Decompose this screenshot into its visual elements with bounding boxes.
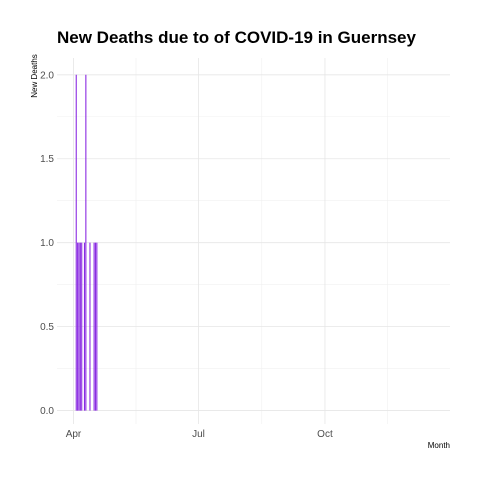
grid	[57, 58, 450, 424]
y-tick-label: 0.5	[40, 322, 54, 333]
y-tick-label: 2.0	[40, 70, 54, 81]
x-ticks: Apr Jul Oct	[66, 429, 333, 440]
y-ticks: 0.0 0.5 1.0 1.5 2.0	[40, 70, 54, 417]
x-tick-label: Jul	[192, 429, 205, 440]
y-tick-label: 0.0	[40, 406, 54, 417]
y-tick-label: 1.5	[40, 154, 54, 165]
x-tick-label: Apr	[66, 429, 82, 440]
x-tick-label: Oct	[317, 429, 333, 440]
y-tick-label: 1.0	[40, 238, 54, 249]
x-axis-label: Month	[428, 441, 450, 450]
bars	[75, 74, 98, 411]
chart-title: New Deaths due to of COVID-19 in Guernse…	[57, 28, 417, 47]
y-axis-label: New Deaths	[30, 54, 39, 98]
